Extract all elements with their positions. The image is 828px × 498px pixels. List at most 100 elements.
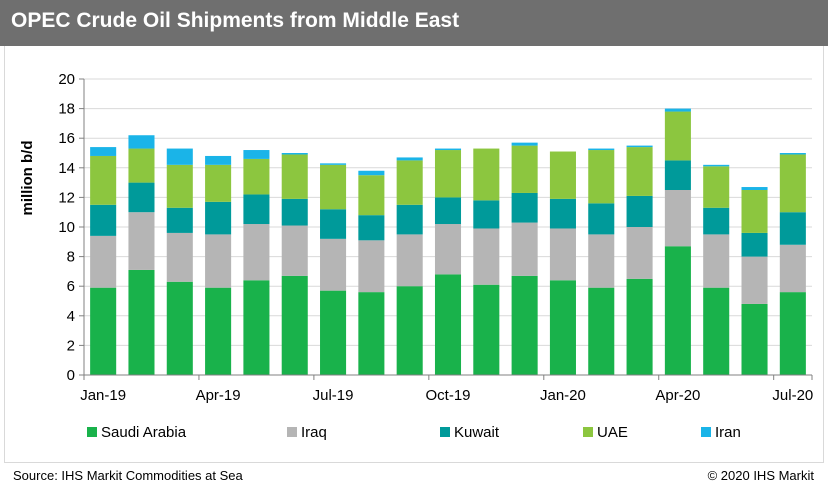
bar-segment-saudi-arabia xyxy=(741,303,768,375)
y-tick-label: 20 xyxy=(58,71,75,88)
bar-segment-iraq xyxy=(511,222,538,276)
legend-label: Saudi Arabia xyxy=(101,424,187,441)
bar-segment-kuwait xyxy=(741,232,768,257)
bar-segment-saudi-arabia xyxy=(166,281,193,375)
y-tick-label: 18 xyxy=(58,101,75,118)
bar-segment-iraq xyxy=(473,228,500,285)
bar-segment-uae xyxy=(741,190,768,233)
x-tick-label: Apr-20 xyxy=(655,387,700,404)
bar-segment-kuwait xyxy=(243,194,270,225)
bar-segment-iran xyxy=(434,148,462,151)
bar-segment-iraq xyxy=(703,234,730,288)
bar-segment-iraq xyxy=(434,224,462,275)
bar-segment-uae xyxy=(281,154,308,199)
bar-segment-iran xyxy=(626,145,653,148)
y-tick-label: 6 xyxy=(67,278,75,295)
bar-segment-kuwait xyxy=(90,204,117,236)
bar-segment-iraq xyxy=(358,240,385,293)
bar-segment-uae xyxy=(549,151,576,199)
bar-segment-kuwait xyxy=(779,212,806,245)
title-bar: OPEC Crude Oil Shipments from Middle Eas… xyxy=(0,0,828,46)
bar-segment-kuwait xyxy=(549,198,576,229)
bar-segment-saudi-arabia xyxy=(281,275,308,375)
bar-segment-iraq xyxy=(549,228,576,281)
x-tick-label: Oct-19 xyxy=(425,387,470,404)
bar-segment-iraq xyxy=(626,227,653,279)
bar-segment-uae xyxy=(128,148,155,183)
y-tick-label: 0 xyxy=(67,367,75,384)
bar-segment-uae xyxy=(90,155,117,205)
bar-segment-saudi-arabia xyxy=(626,278,653,375)
y-tick-label: 10 xyxy=(58,219,75,236)
bar-segment-kuwait xyxy=(166,207,193,233)
bar-segment-uae xyxy=(779,154,806,213)
legend-swatch xyxy=(87,427,97,437)
bar-segment-kuwait xyxy=(281,198,308,226)
bar-segment-uae xyxy=(588,150,615,204)
bar-segment-saudi-arabia xyxy=(473,284,500,375)
bar-segment-saudi-arabia xyxy=(358,292,385,375)
y-axis-label: million b/d xyxy=(19,141,36,216)
bar-segment-saudi-arabia xyxy=(703,287,730,375)
y-tick-label: 12 xyxy=(58,189,75,206)
bar-segment-iran xyxy=(243,150,270,159)
bar-segment-saudi-arabia xyxy=(549,280,576,375)
bar-segment-iraq xyxy=(664,190,691,247)
bar-segment-iraq xyxy=(281,225,308,276)
bar-segment-kuwait xyxy=(128,182,155,213)
legend-label: UAE xyxy=(597,424,628,441)
bar-segment-iraq xyxy=(779,244,806,293)
bar-segment-kuwait xyxy=(588,203,615,235)
bar-segment-saudi-arabia xyxy=(588,287,615,375)
bar-segment-kuwait xyxy=(320,209,347,239)
bar-segment-iran xyxy=(664,108,691,112)
bar-segment-uae xyxy=(358,175,385,216)
bar-segment-saudi-arabia xyxy=(664,246,691,375)
bar-stacks xyxy=(90,108,806,375)
legend-swatch xyxy=(440,427,450,437)
bar-segment-iraq xyxy=(320,238,347,291)
bar-segment-uae xyxy=(396,160,423,205)
bar-segment-uae xyxy=(511,145,538,193)
legend-swatch xyxy=(701,427,711,437)
copyright-note: © 2020 IHS Markit xyxy=(707,468,814,483)
chart-panel xyxy=(4,46,824,463)
bar-segment-iraq xyxy=(741,256,768,304)
y-tick-label: 14 xyxy=(58,160,75,177)
bar-segment-uae xyxy=(664,111,691,161)
x-tick-label: Jul-19 xyxy=(313,387,354,404)
bar-segment-uae xyxy=(320,164,347,210)
bar-segment-kuwait xyxy=(205,201,232,235)
bar-segment-iraq xyxy=(166,232,193,282)
bar-segment-uae xyxy=(243,158,270,195)
x-tick-label: Jan-20 xyxy=(540,387,586,404)
bar-segment-kuwait xyxy=(473,200,500,229)
bar-segment-iran xyxy=(358,170,385,176)
bar-segment-kuwait xyxy=(664,160,691,190)
chart-title: OPEC Crude Oil Shipments from Middle Eas… xyxy=(11,9,460,32)
bar-segment-uae xyxy=(473,148,500,201)
bar-segment-uae xyxy=(703,166,730,208)
bar-segment-iran xyxy=(779,153,806,155)
bar-segment-iraq xyxy=(396,234,423,287)
bar-segment-iraq xyxy=(588,234,615,288)
bar-segment-kuwait xyxy=(511,192,538,223)
bar-segment-uae xyxy=(166,164,193,208)
bar-segment-iran xyxy=(166,148,193,165)
bar-segment-iran xyxy=(205,155,232,165)
bar-segment-iran xyxy=(703,164,730,167)
bar-segment-kuwait xyxy=(434,197,462,225)
bar-segment-iran xyxy=(511,142,538,146)
bar-segment-kuwait xyxy=(396,204,423,235)
bar-segment-iran xyxy=(396,157,423,161)
bar-segment-saudi-arabia xyxy=(90,287,117,375)
bar-segment-iran xyxy=(588,148,615,151)
x-tick-labels: Jan-19 Apr-19 Jul-19 Oct-19 Jan-20 Apr-20 Jul-… xyxy=(80,387,813,404)
y-tick-label: 16 xyxy=(58,130,75,147)
y-tick-labels: 0 2 4 6 8 10 12 14 16 18 20 xyxy=(58,71,75,384)
y-tick-label: 8 xyxy=(67,249,75,266)
bar-segment-iran xyxy=(741,187,768,190)
y-tick-label: 2 xyxy=(67,337,75,354)
bar-segment-kuwait xyxy=(626,195,653,227)
bar-segment-iran xyxy=(281,153,308,155)
